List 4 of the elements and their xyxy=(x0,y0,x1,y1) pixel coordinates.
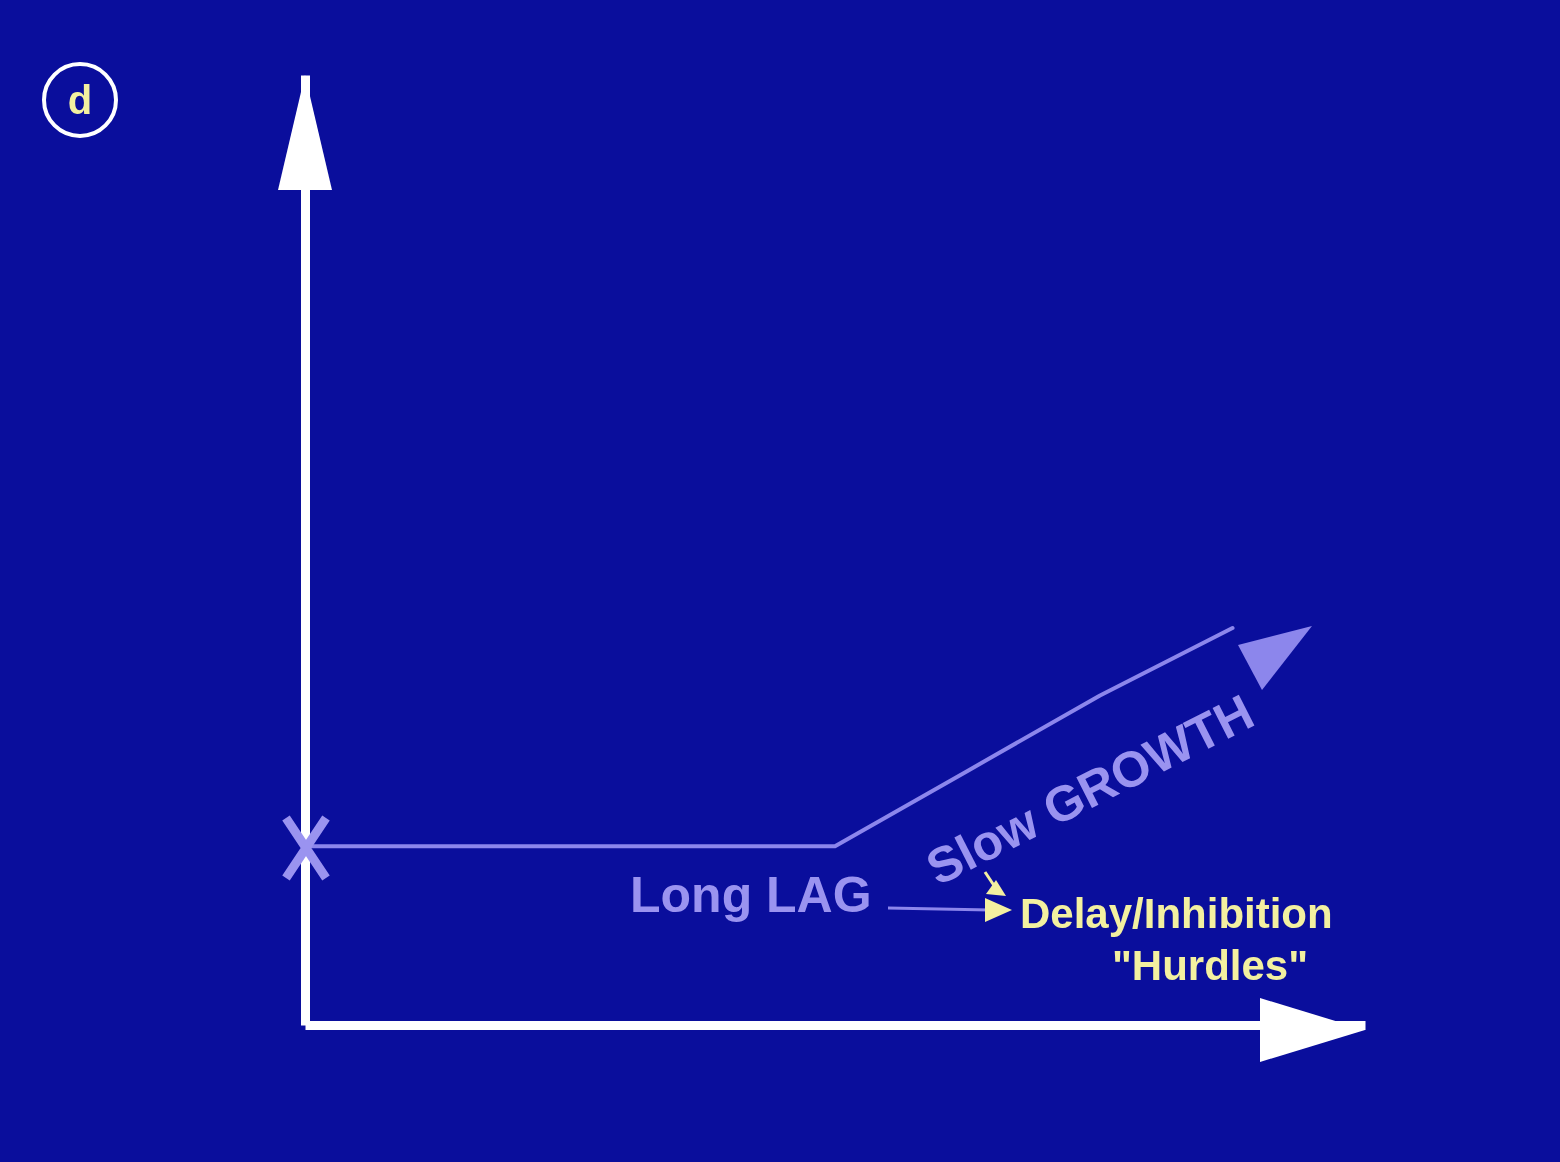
text: d xyxy=(67,77,93,123)
annotation: Long LAG xyxy=(630,866,872,924)
annotation: Delay/Inhibition xyxy=(1020,890,1333,938)
annotation: "Hurdles" xyxy=(1111,942,1309,990)
